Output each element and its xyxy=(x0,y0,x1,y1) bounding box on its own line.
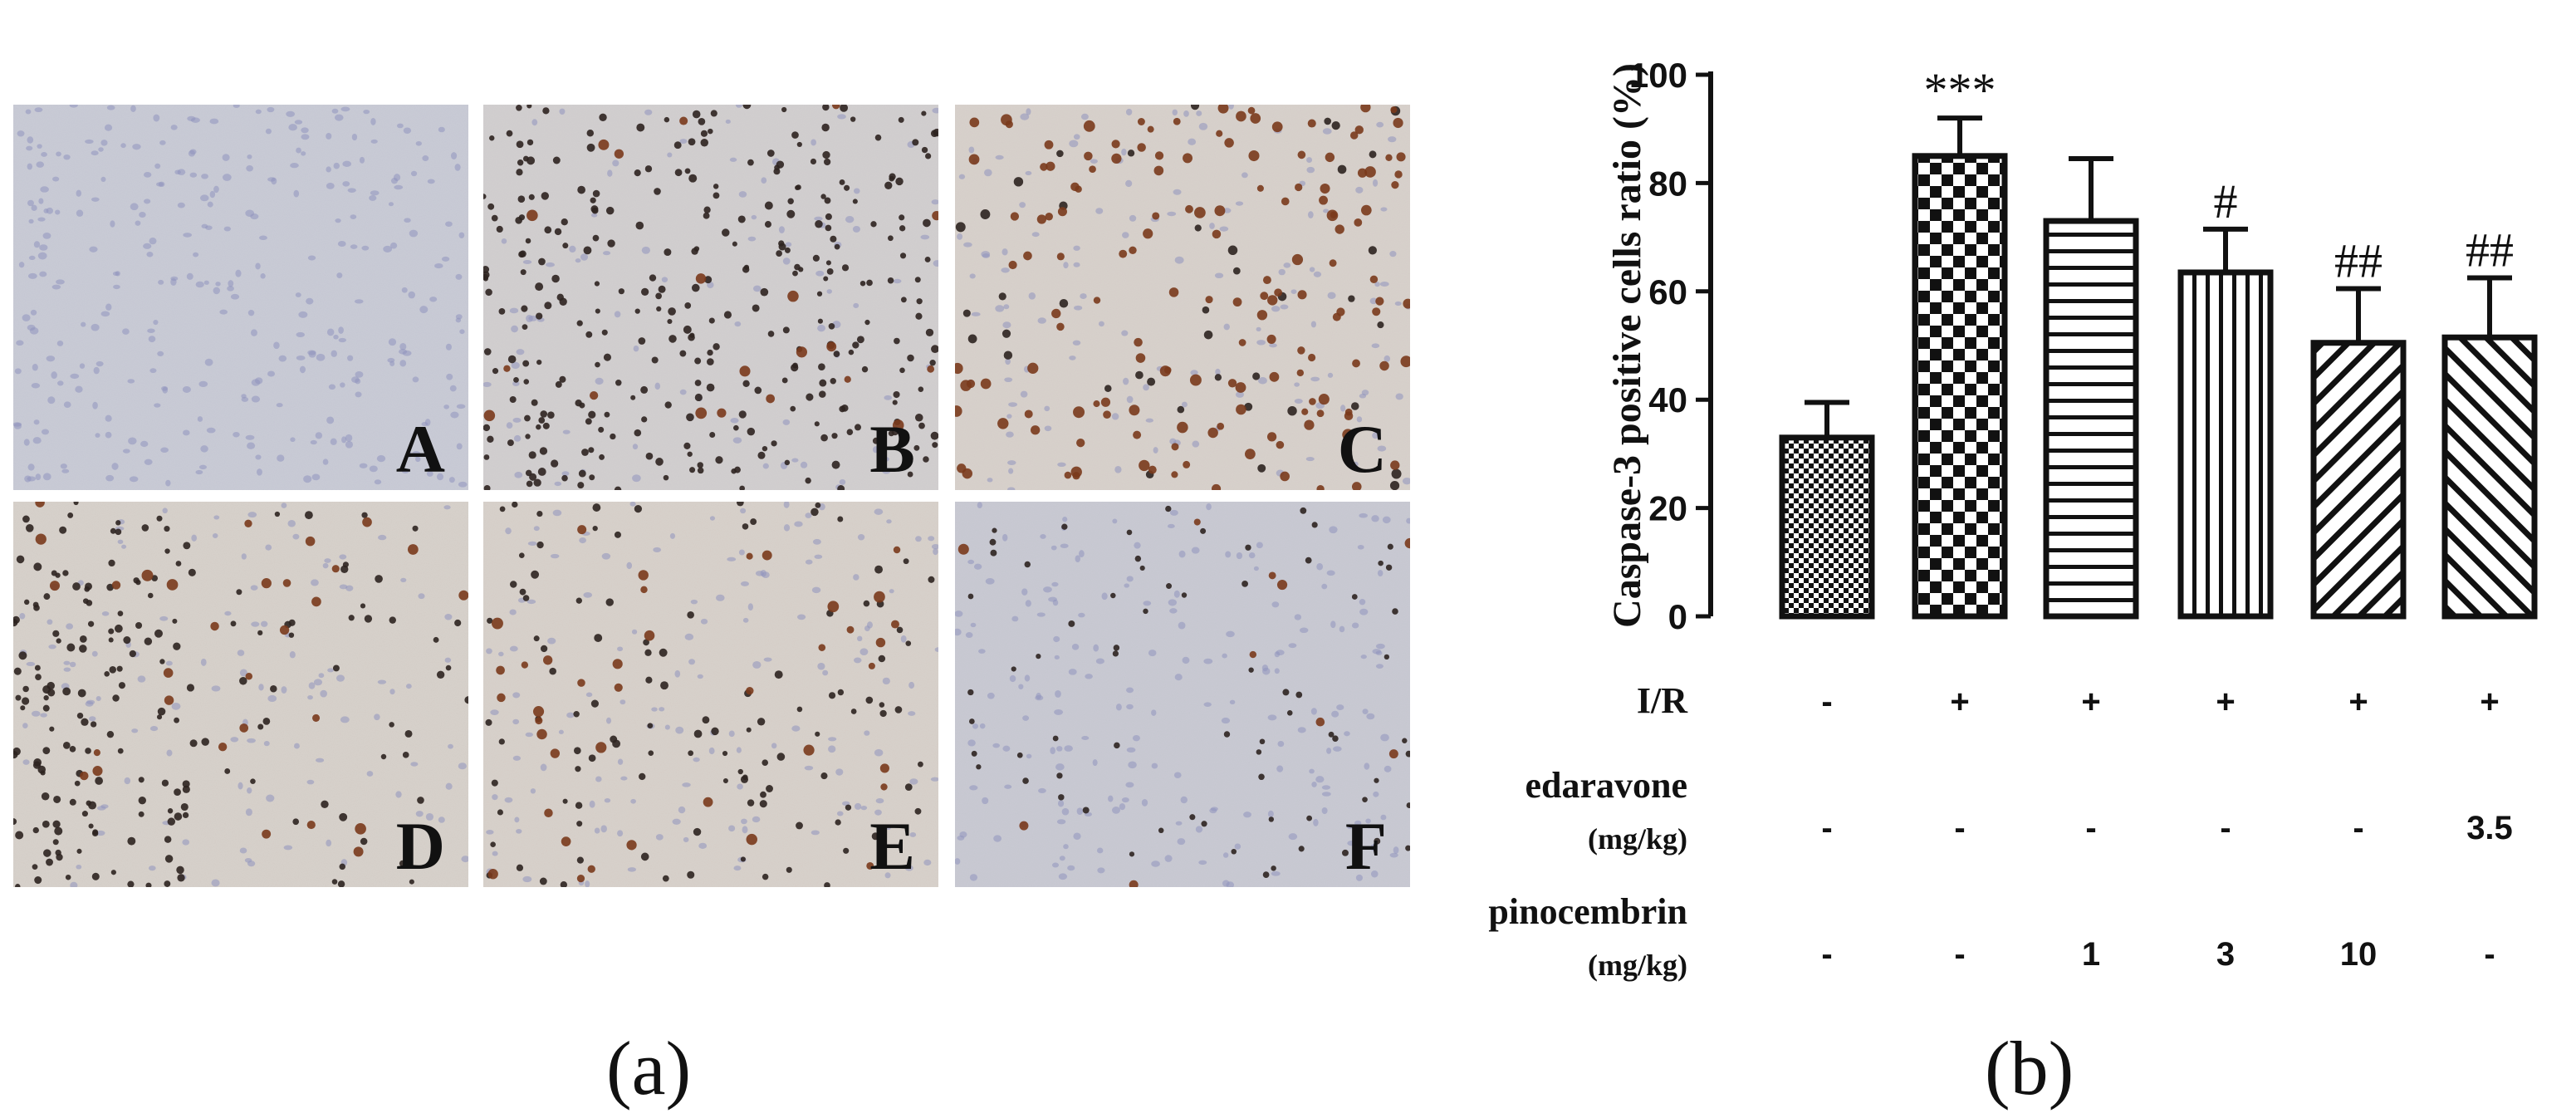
bar-group-4 xyxy=(2177,269,2274,620)
condition-cell: - xyxy=(2353,810,2363,846)
y-tick-label: 60 xyxy=(1648,272,1687,311)
condition-row-label: edaravone xyxy=(1525,765,1687,806)
condition-cell: + xyxy=(2480,684,2499,720)
condition-cell: 10 xyxy=(2340,936,2378,973)
significance-marker: *** xyxy=(1924,63,1996,117)
condition-cell: + xyxy=(1950,684,1969,720)
bar-group-2 xyxy=(1912,153,2008,620)
bar-group-6 xyxy=(2441,334,2538,620)
micrograph-tile-b: B xyxy=(483,105,938,490)
condition-row-label: I/R xyxy=(1637,680,1688,721)
condition-cell: 1 xyxy=(2082,936,2100,973)
bar-group-1 xyxy=(1779,434,1875,620)
condition-cell: - xyxy=(2484,936,2495,973)
tile-letter-label: C xyxy=(1338,411,1387,487)
tile-letter-label: E xyxy=(869,808,915,884)
panel-a-caption-text: (a) xyxy=(606,1026,692,1111)
condition-cell: - xyxy=(1954,810,1965,846)
condition-row-unit: (mg/kg) xyxy=(1588,822,1687,856)
condition-cell: 3.5 xyxy=(2466,810,2513,846)
y-axis-label: Caspase-3 positive cells ratio (%) xyxy=(1605,63,1649,628)
panel-a-caption: (a) xyxy=(606,1030,691,1106)
y-tick-label: 80 xyxy=(1648,164,1687,203)
micrograph-tile-c: C xyxy=(955,105,1410,490)
micrograph-tile-e: E xyxy=(483,502,938,887)
significance-marker: # xyxy=(2214,174,2238,228)
bar-group-5 xyxy=(2310,340,2407,620)
condition-cell: - xyxy=(1821,936,1832,973)
tile-letter-label: B xyxy=(869,411,915,487)
condition-row-unit: (mg/kg) xyxy=(1588,949,1687,982)
y-tick-label: 0 xyxy=(1668,597,1687,636)
condition-cell: + xyxy=(2081,684,2100,720)
condition-cell: 3 xyxy=(2216,936,2235,973)
condition-cell: + xyxy=(2348,684,2368,720)
y-tick-label: 20 xyxy=(1648,489,1687,528)
panel-b-caption-text: (b) xyxy=(1985,1026,2074,1111)
tile-letter-label: A xyxy=(396,411,445,487)
condition-cell: - xyxy=(1954,936,1965,973)
condition-cell: - xyxy=(2085,810,2096,846)
micrograph-tile-d: D xyxy=(13,502,468,887)
condition-cell: - xyxy=(2220,810,2231,846)
micrograph-tile-f: F xyxy=(955,502,1410,887)
micrograph-tile-a: A xyxy=(13,105,468,490)
tile-letter-label: D xyxy=(396,808,445,884)
condition-cell: - xyxy=(1821,810,1832,846)
y-tick-label: 100 xyxy=(1629,56,1687,95)
y-tick-label: 40 xyxy=(1648,380,1687,419)
condition-row-label: pinocembrin xyxy=(1488,891,1687,932)
bar-group-3 xyxy=(2043,218,2139,620)
condition-cell: + xyxy=(2216,684,2235,720)
micrograph-panel: A B C D E F xyxy=(13,105,1410,887)
significance-marker: ## xyxy=(2466,223,2514,277)
panel-b-caption: (b) xyxy=(1985,1030,2074,1106)
tile-letter-label: F xyxy=(1345,808,1387,884)
condition-cell: - xyxy=(1821,684,1832,720)
significance-marker: ## xyxy=(2334,234,2383,288)
